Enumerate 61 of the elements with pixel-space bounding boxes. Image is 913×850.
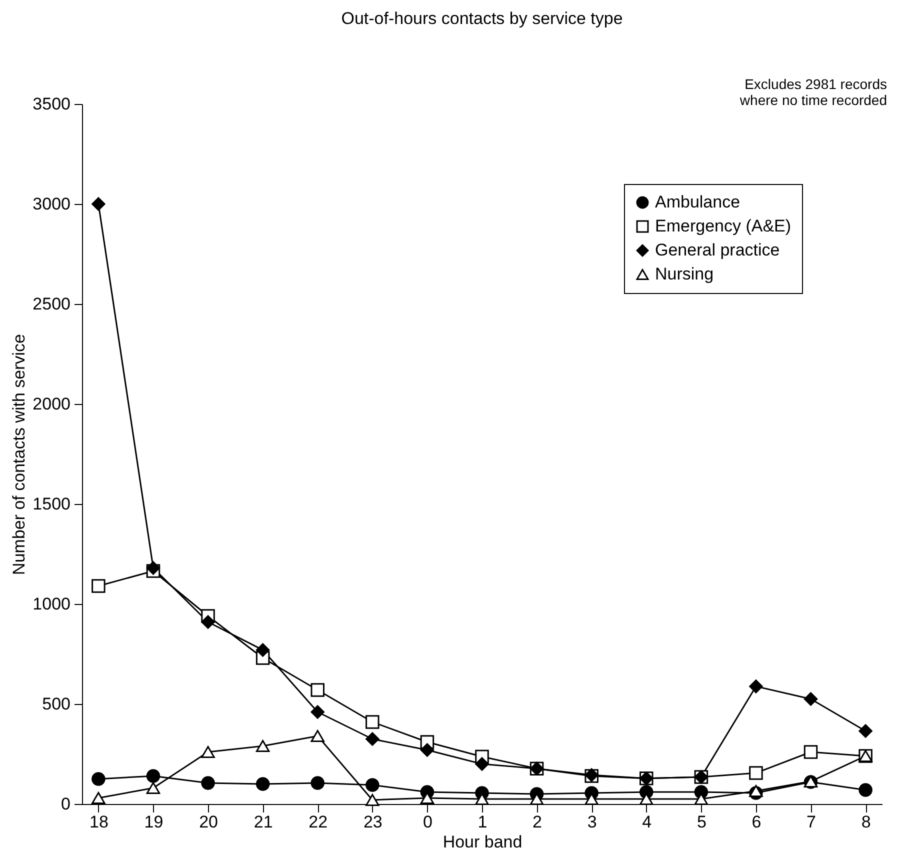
point: [858, 724, 872, 738]
x-tick-label: 22: [308, 812, 328, 832]
x-tick-label: 0: [422, 812, 432, 832]
x-tick-label: 5: [696, 812, 706, 832]
legend-label: General practice: [655, 240, 780, 260]
x-tick-label: 4: [642, 812, 652, 832]
point: [749, 680, 763, 694]
x-tick-label: 19: [144, 812, 164, 832]
point: [858, 783, 872, 797]
point: [804, 745, 818, 759]
y-tick-label: 1000: [32, 594, 70, 614]
point: [201, 615, 215, 629]
x-tick-label: 21: [254, 812, 273, 832]
point: [804, 692, 818, 706]
point: [310, 776, 324, 790]
point: [310, 730, 324, 742]
chart-title: Out-of-hours contacts by service type: [341, 9, 623, 28]
legend-label: Nursing: [655, 264, 714, 284]
point: [92, 197, 106, 211]
x-axis-title: Hour band: [442, 832, 522, 850]
y-tick-label: 0: [61, 794, 70, 814]
point: [256, 740, 270, 752]
point: [201, 746, 215, 758]
point: [256, 777, 270, 791]
x-tick-label: 23: [363, 812, 382, 832]
x-tick-label: 1: [478, 812, 488, 832]
y-tick-label: 2000: [32, 394, 70, 414]
point: [256, 643, 270, 657]
point: [310, 683, 324, 697]
annotation: Excludes 2981 records where no time recorded: [738, 76, 887, 108]
y-axis-title: Number of contacts with service: [10, 334, 29, 575]
legend-label: Emergency (A&E): [655, 216, 792, 236]
point: [310, 705, 324, 719]
point: [366, 778, 380, 792]
y-tick-label: 500: [42, 694, 70, 714]
y-tick-label: 1500: [32, 494, 70, 514]
y-tick-label: 2500: [32, 294, 70, 314]
point: [92, 792, 106, 804]
point: [749, 784, 763, 798]
point: [749, 766, 763, 780]
x-tick-label: 6: [752, 812, 762, 832]
point: [366, 715, 380, 729]
point: [92, 579, 106, 593]
y-tick-label: 3500: [32, 94, 70, 114]
x-tick-label: 8: [861, 812, 871, 832]
point: [201, 776, 215, 790]
x-tick-label: 7: [806, 812, 816, 832]
point: [475, 757, 489, 771]
y-tick-label: 3000: [32, 194, 70, 214]
x-tick-label: 20: [199, 812, 218, 832]
point: [146, 769, 160, 783]
point: [146, 782, 160, 794]
point: [366, 732, 380, 746]
x-tick-label: 2: [532, 812, 542, 832]
point: [92, 772, 106, 786]
legend-label: Ambulance: [655, 192, 740, 212]
point: [146, 561, 160, 575]
x-tick-label: 18: [89, 812, 108, 832]
x-tick-label: 3: [587, 812, 597, 832]
point: [420, 743, 434, 757]
point: [366, 794, 380, 806]
